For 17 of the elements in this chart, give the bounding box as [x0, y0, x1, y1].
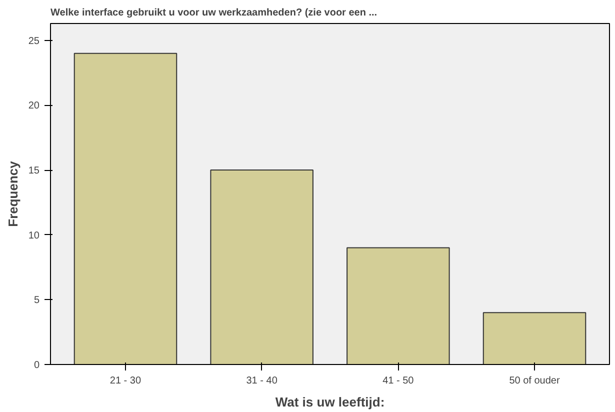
y-axis-title: Frequency — [5, 160, 20, 227]
x-axis-title: Wat is uw leeftijd: — [275, 394, 385, 410]
x-tick-label: 41 - 50 — [382, 376, 414, 386]
y-tick-label: 5 — [34, 295, 40, 306]
bar — [210, 170, 314, 364]
y-tick-label: 25 — [28, 36, 40, 47]
x-tick-label: 50 of ouder — [509, 376, 560, 386]
chart-title: Welke interface gebruikt u voor uw werkzaamheden? (zie voor een ... — [50, 8, 378, 18]
x-tick-label: 21 - 30 — [110, 376, 142, 386]
bar — [346, 247, 450, 364]
y-tick-label: 10 — [28, 230, 40, 242]
bar — [482, 312, 586, 364]
y-tick-label: 20 — [28, 100, 40, 112]
x-tick-label: 31 - 40 — [246, 376, 278, 386]
y-tick-label: 0 — [34, 360, 40, 371]
bar — [74, 52, 178, 364]
y-tick-label: 15 — [28, 166, 40, 177]
